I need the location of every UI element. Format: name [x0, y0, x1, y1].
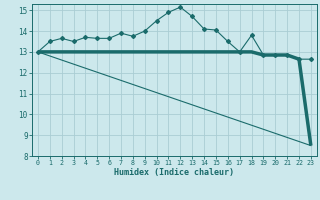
X-axis label: Humidex (Indice chaleur): Humidex (Indice chaleur) [115, 168, 234, 177]
